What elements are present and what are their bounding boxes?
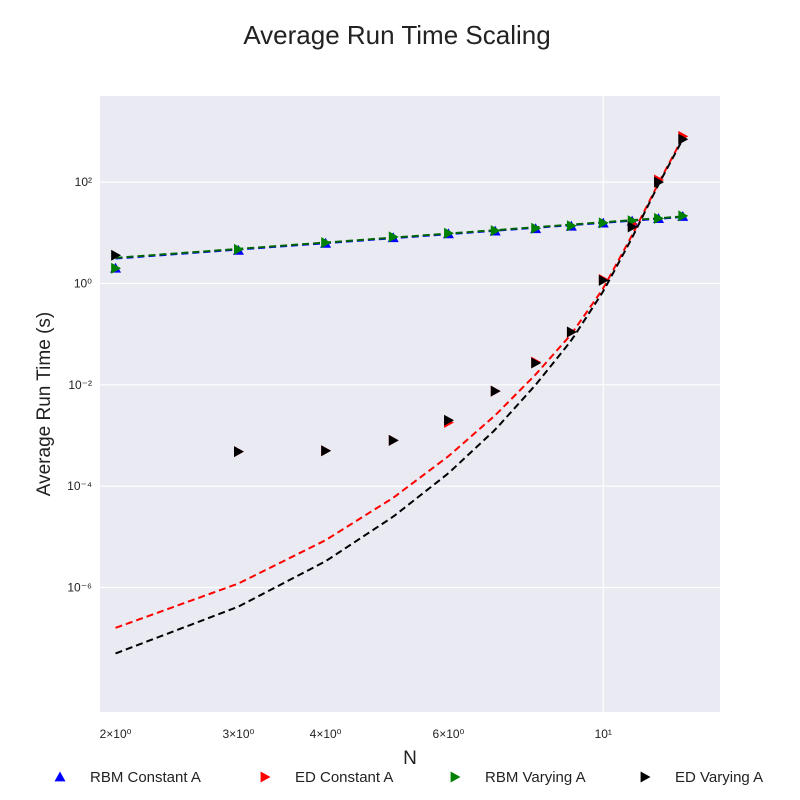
- grid-lines: [100, 96, 720, 712]
- data-point: [531, 222, 542, 234]
- y-axis-label: Average Run Time (s): [34, 312, 55, 496]
- fit-line: [115, 137, 684, 629]
- y-tick-label: 10²: [75, 175, 92, 189]
- data-point: [654, 176, 665, 188]
- data-point: [388, 231, 399, 243]
- legend-item: RBM Varying A: [450, 769, 586, 786]
- data-point: [321, 445, 332, 457]
- plot-area: [100, 96, 720, 712]
- data-point: [111, 262, 122, 274]
- data-point: [234, 446, 244, 458]
- data-point: [490, 385, 501, 397]
- legend-label: ED Varying A: [675, 769, 763, 786]
- legend-item: ED Constant A: [260, 769, 393, 786]
- data-point: [490, 225, 501, 237]
- data-point: [654, 212, 665, 224]
- x-tick-label: 6×10⁰: [433, 727, 465, 741]
- data-point: [531, 357, 542, 369]
- data-point: [678, 210, 689, 222]
- x-tick-label: 10¹: [595, 727, 612, 741]
- y-tick-label: 10⁻²: [68, 378, 92, 392]
- x-axis-label: N: [403, 748, 417, 769]
- data-point: [566, 326, 577, 338]
- legend-marker: [54, 771, 66, 782]
- data-point: [111, 249, 122, 261]
- legend-label: ED Constant A: [295, 769, 393, 786]
- x-tick-label: 3×10⁰: [222, 727, 254, 741]
- chart-title: Average Run Time Scaling: [243, 20, 550, 50]
- legend-marker: [450, 771, 461, 783]
- legend-marker: [640, 771, 651, 783]
- legend-item: RBM Constant A: [54, 769, 201, 786]
- data-point: [598, 217, 609, 229]
- y-tick-labels: 10⁻⁶ 10⁻⁴ 10⁻² 10⁰ 10²: [67, 175, 92, 594]
- x-tick-label: 4×10⁰: [310, 727, 342, 741]
- data-point: [444, 227, 454, 239]
- data-point: [678, 133, 689, 145]
- legend-label: RBM Varying A: [485, 769, 586, 786]
- data-point: [388, 434, 399, 446]
- data-point: [627, 221, 638, 233]
- legend-marker: [260, 771, 271, 783]
- data-point: [321, 237, 332, 249]
- data-point: [566, 220, 577, 232]
- data-point: [444, 414, 454, 426]
- data-point: [598, 274, 609, 286]
- fit-line: [115, 138, 684, 655]
- fit-lines: [115, 137, 684, 655]
- x-tick-label: 2×10⁰: [100, 727, 132, 741]
- y-tick-label: 10⁰: [74, 276, 92, 290]
- x-tick-labels: 2×10⁰ 3×10⁰ 4×10⁰ 6×10⁰ 10¹: [100, 727, 612, 741]
- legend-item: ED Varying A: [640, 769, 763, 786]
- legend: RBM Constant A ED Constant A RBM Varying A…: [54, 769, 763, 786]
- fit-line: [115, 215, 683, 259]
- data-point: [234, 243, 244, 255]
- legend-label: RBM Constant A: [90, 769, 201, 786]
- data-points: [110, 130, 689, 458]
- y-tick-label: 10⁻⁴: [67, 479, 92, 493]
- y-tick-label: 10⁻⁶: [67, 581, 92, 595]
